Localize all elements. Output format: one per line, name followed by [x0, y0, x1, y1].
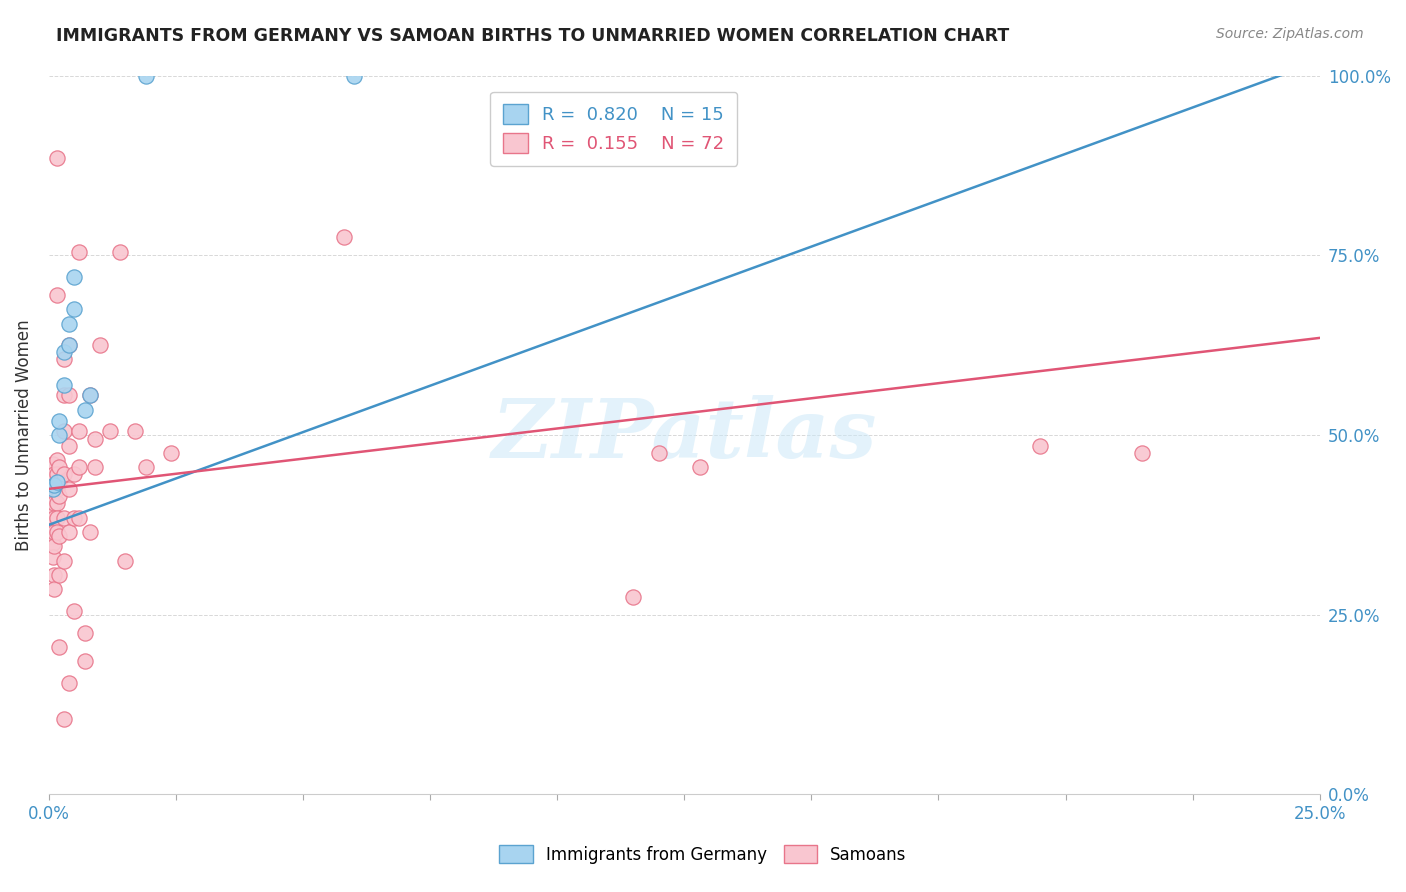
Point [42, 582, 65, 597]
Point [1130, 446, 1153, 460]
Point [89, 338, 111, 352]
Point [39, 528, 62, 542]
Point [53, 352, 76, 367]
Point [73, 654, 96, 668]
Point [45, 510, 67, 524]
Point [333, 230, 356, 244]
Point [79, 388, 101, 402]
Point [343, 69, 366, 83]
Text: IMMIGRANTS FROM GERMANY VS SAMOAN BIRTHS TO UNMARRIED WOMEN CORRELATION CHART: IMMIGRANTS FROM GERMANY VS SAMOAN BIRTHS… [56, 27, 1010, 45]
Point [48, 428, 70, 442]
Point [58, 388, 80, 402]
Point [42, 540, 65, 554]
Point [45, 475, 67, 489]
Point [689, 460, 711, 475]
Point [45, 151, 67, 165]
Point [53, 345, 76, 359]
Point [63, 510, 86, 524]
Point [124, 425, 146, 439]
Point [648, 446, 671, 460]
Point [42, 467, 65, 482]
Point [53, 467, 76, 482]
Point [58, 317, 80, 331]
Point [63, 467, 86, 482]
Point [108, 244, 131, 259]
Point [48, 460, 70, 475]
Point [73, 402, 96, 417]
Point [63, 269, 86, 284]
Point [53, 712, 76, 726]
Point [114, 554, 136, 568]
Point [58, 338, 80, 352]
Point [41, 492, 63, 507]
Point [42, 496, 65, 510]
Point [58, 482, 80, 496]
Point [98, 425, 121, 439]
Point [79, 388, 101, 402]
Point [45, 496, 67, 510]
Point [42, 482, 65, 496]
Point [83, 432, 105, 446]
Point [58, 439, 80, 453]
Point [42, 510, 65, 524]
Point [160, 446, 183, 460]
Point [42, 478, 65, 492]
Point [45, 287, 67, 301]
Legend: Immigrants from Germany, Samoans: Immigrants from Germany, Samoans [492, 838, 914, 871]
Point [69, 244, 91, 259]
Point [41, 550, 63, 565]
Point [48, 640, 70, 654]
Point [42, 471, 65, 485]
Point [58, 676, 80, 690]
Point [48, 489, 70, 503]
Point [42, 482, 65, 496]
Point [53, 377, 76, 392]
Point [135, 460, 157, 475]
Point [45, 453, 67, 467]
Point [69, 510, 91, 524]
Point [42, 568, 65, 582]
Text: Source: ZipAtlas.com: Source: ZipAtlas.com [1216, 27, 1364, 41]
Point [48, 528, 70, 542]
Legend: R =  0.820    N = 15, R =  0.155    N = 72: R = 0.820 N = 15, R = 0.155 N = 72 [491, 92, 737, 166]
Point [1029, 439, 1052, 453]
Point [39, 503, 62, 517]
Point [41, 485, 63, 500]
Point [39, 521, 62, 535]
Point [48, 568, 70, 582]
Point [41, 517, 63, 532]
Point [73, 625, 96, 640]
Point [53, 388, 76, 402]
Point [63, 302, 86, 317]
Point [41, 503, 63, 517]
Point [623, 590, 645, 604]
Point [79, 524, 101, 539]
Point [83, 460, 105, 475]
Y-axis label: Births to Unmarried Women: Births to Unmarried Women [15, 319, 32, 550]
Point [58, 338, 80, 352]
Point [41, 535, 63, 549]
Point [58, 524, 80, 539]
Point [63, 604, 86, 618]
Point [45, 467, 67, 482]
Point [69, 425, 91, 439]
Point [53, 510, 76, 524]
Point [135, 69, 157, 83]
Point [45, 524, 67, 539]
Point [48, 413, 70, 427]
Point [45, 482, 67, 496]
Point [48, 475, 70, 489]
Point [42, 524, 65, 539]
Point [69, 460, 91, 475]
Point [53, 425, 76, 439]
Point [42, 457, 65, 471]
Point [53, 554, 76, 568]
Text: ZIPatlas: ZIPatlas [492, 395, 877, 475]
